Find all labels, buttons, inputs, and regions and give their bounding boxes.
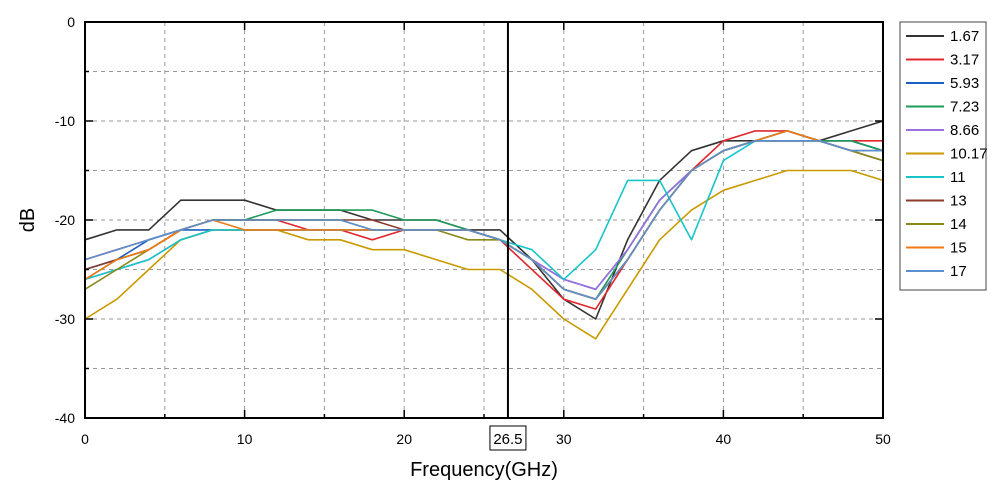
legend-label: 11	[950, 169, 966, 186]
y-tick-label: -40	[55, 410, 75, 426]
y-tick-label: 0	[67, 14, 75, 30]
y-axis-title: dB	[17, 208, 39, 232]
legend-label: 1.67	[950, 28, 979, 45]
y-tick-label: -10	[55, 113, 75, 129]
legend-label: 5.93	[950, 75, 979, 92]
legend-label: 3.17	[950, 52, 979, 69]
legend-label: 15	[950, 240, 967, 257]
marker-label-box: 26.5	[489, 425, 527, 451]
legend-label: 17	[950, 263, 967, 280]
x-axis-title: Frequency(GHz)	[410, 459, 558, 481]
legend-label: 13	[950, 193, 967, 210]
y-tick-label: -30	[55, 311, 75, 327]
grid-lines	[85, 22, 883, 418]
legend-label: 14	[950, 216, 967, 233]
marker-label: 26.5	[493, 431, 522, 448]
x-tick-label: 30	[556, 431, 572, 447]
y-tick-label: -20	[55, 212, 75, 228]
x-tick-label: 20	[396, 431, 412, 447]
series-line-1.67	[84, 120, 884, 320]
x-tick-label: 0	[81, 431, 89, 447]
legend-label: 10.17	[950, 146, 988, 163]
tick-labels: 0 10 20 30 40 50 0 -10 -20 -30 -40	[55, 14, 891, 447]
legend: 1.67 3.17 5.93 7.23 8.66 10.17 11 13 14 15 17	[899, 21, 988, 291]
marker-label-frame	[489, 425, 527, 451]
legend-items: 1.67 3.17 5.93 7.23 8.66 10.17 11 13 14 15 17	[906, 28, 988, 280]
legend-label: 8.66	[950, 122, 979, 139]
legend-label: 7.23	[950, 99, 979, 116]
series-group	[84, 120, 884, 340]
legend-frame	[899, 21, 987, 291]
axis-ticks	[84, 21, 884, 419]
x-tick-label: 10	[237, 431, 253, 447]
x-tick-label: 40	[716, 431, 732, 447]
series-line-17	[84, 140, 883, 301]
x-tick-label: 50	[875, 431, 891, 447]
